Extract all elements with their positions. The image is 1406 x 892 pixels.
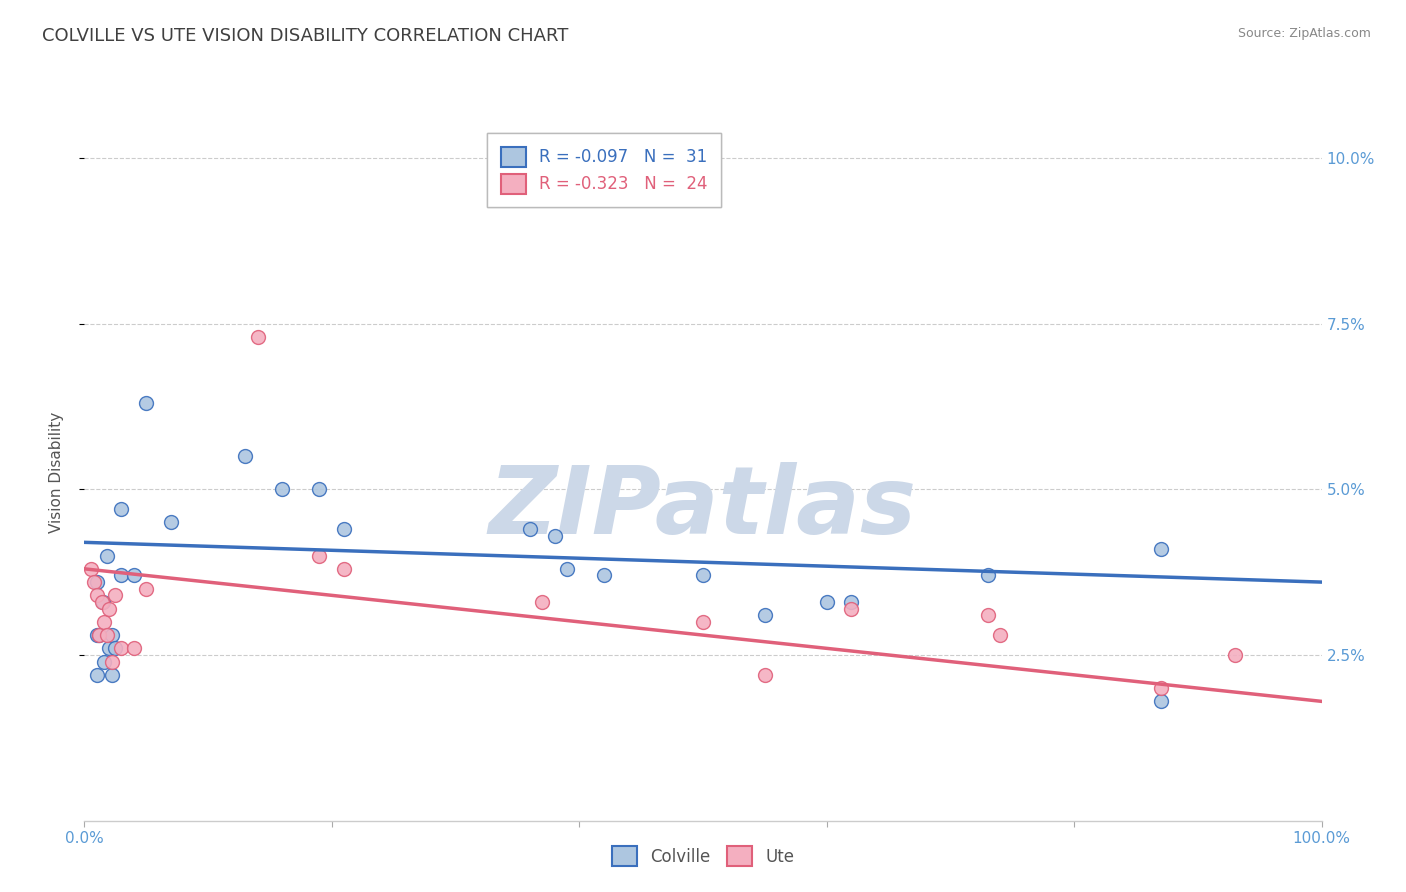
Point [100, 655, 122, 669]
Point [135, 396, 157, 410]
Point [91, 595, 114, 609]
Point [110, 502, 132, 516]
Point [519, 522, 541, 536]
Point [815, 595, 838, 609]
Point [100, 668, 122, 682]
Legend: R = -0.097   N =  31, R = -0.323   N =  24: R = -0.097 N = 31, R = -0.323 N = 24 [488, 133, 721, 207]
Point [543, 529, 565, 543]
Point [110, 568, 132, 582]
Point [104, 641, 127, 656]
Point [100, 628, 122, 642]
Point [333, 522, 356, 536]
Point [122, 641, 145, 656]
Point [98, 641, 121, 656]
Point [308, 549, 330, 563]
Text: Source: ZipAtlas.com: Source: ZipAtlas.com [1237, 27, 1371, 40]
Point [976, 608, 998, 623]
Point [96, 549, 118, 563]
Point [104, 588, 127, 602]
Point [86, 668, 108, 682]
Point [86, 588, 108, 602]
Point [988, 628, 1011, 642]
Point [308, 483, 330, 497]
Point [841, 601, 863, 615]
Point [86, 628, 108, 642]
Point [89, 628, 111, 642]
Y-axis label: Vision Disability: Vision Disability [49, 412, 63, 533]
Point [110, 641, 132, 656]
Point [333, 562, 356, 576]
Point [233, 449, 256, 463]
Point [79, 562, 101, 576]
Point [160, 516, 183, 530]
Point [83, 575, 105, 590]
Point [976, 568, 998, 582]
Point [96, 628, 118, 642]
Point [754, 608, 776, 623]
Text: COLVILLE VS UTE VISION DISABILITY CORRELATION CHART: COLVILLE VS UTE VISION DISABILITY CORREL… [42, 27, 568, 45]
Point [246, 330, 269, 344]
Point [90, 595, 112, 609]
Point [531, 595, 554, 609]
Point [555, 562, 578, 576]
Point [98, 601, 121, 615]
Point [1150, 681, 1173, 695]
Point [692, 615, 714, 629]
Text: ZIPatlas: ZIPatlas [489, 461, 917, 554]
Point [135, 582, 157, 596]
Point [89, 628, 111, 642]
Point [1150, 541, 1173, 556]
Point [122, 568, 145, 582]
Point [692, 568, 714, 582]
Point [93, 655, 115, 669]
Point [93, 615, 115, 629]
Legend: Colville, Ute: Colville, Ute [603, 838, 803, 875]
Point [271, 483, 294, 497]
Point [593, 568, 616, 582]
Point [86, 575, 108, 590]
Point [754, 668, 776, 682]
Point [841, 595, 863, 609]
Point [1150, 694, 1173, 708]
Point [1223, 648, 1246, 662]
